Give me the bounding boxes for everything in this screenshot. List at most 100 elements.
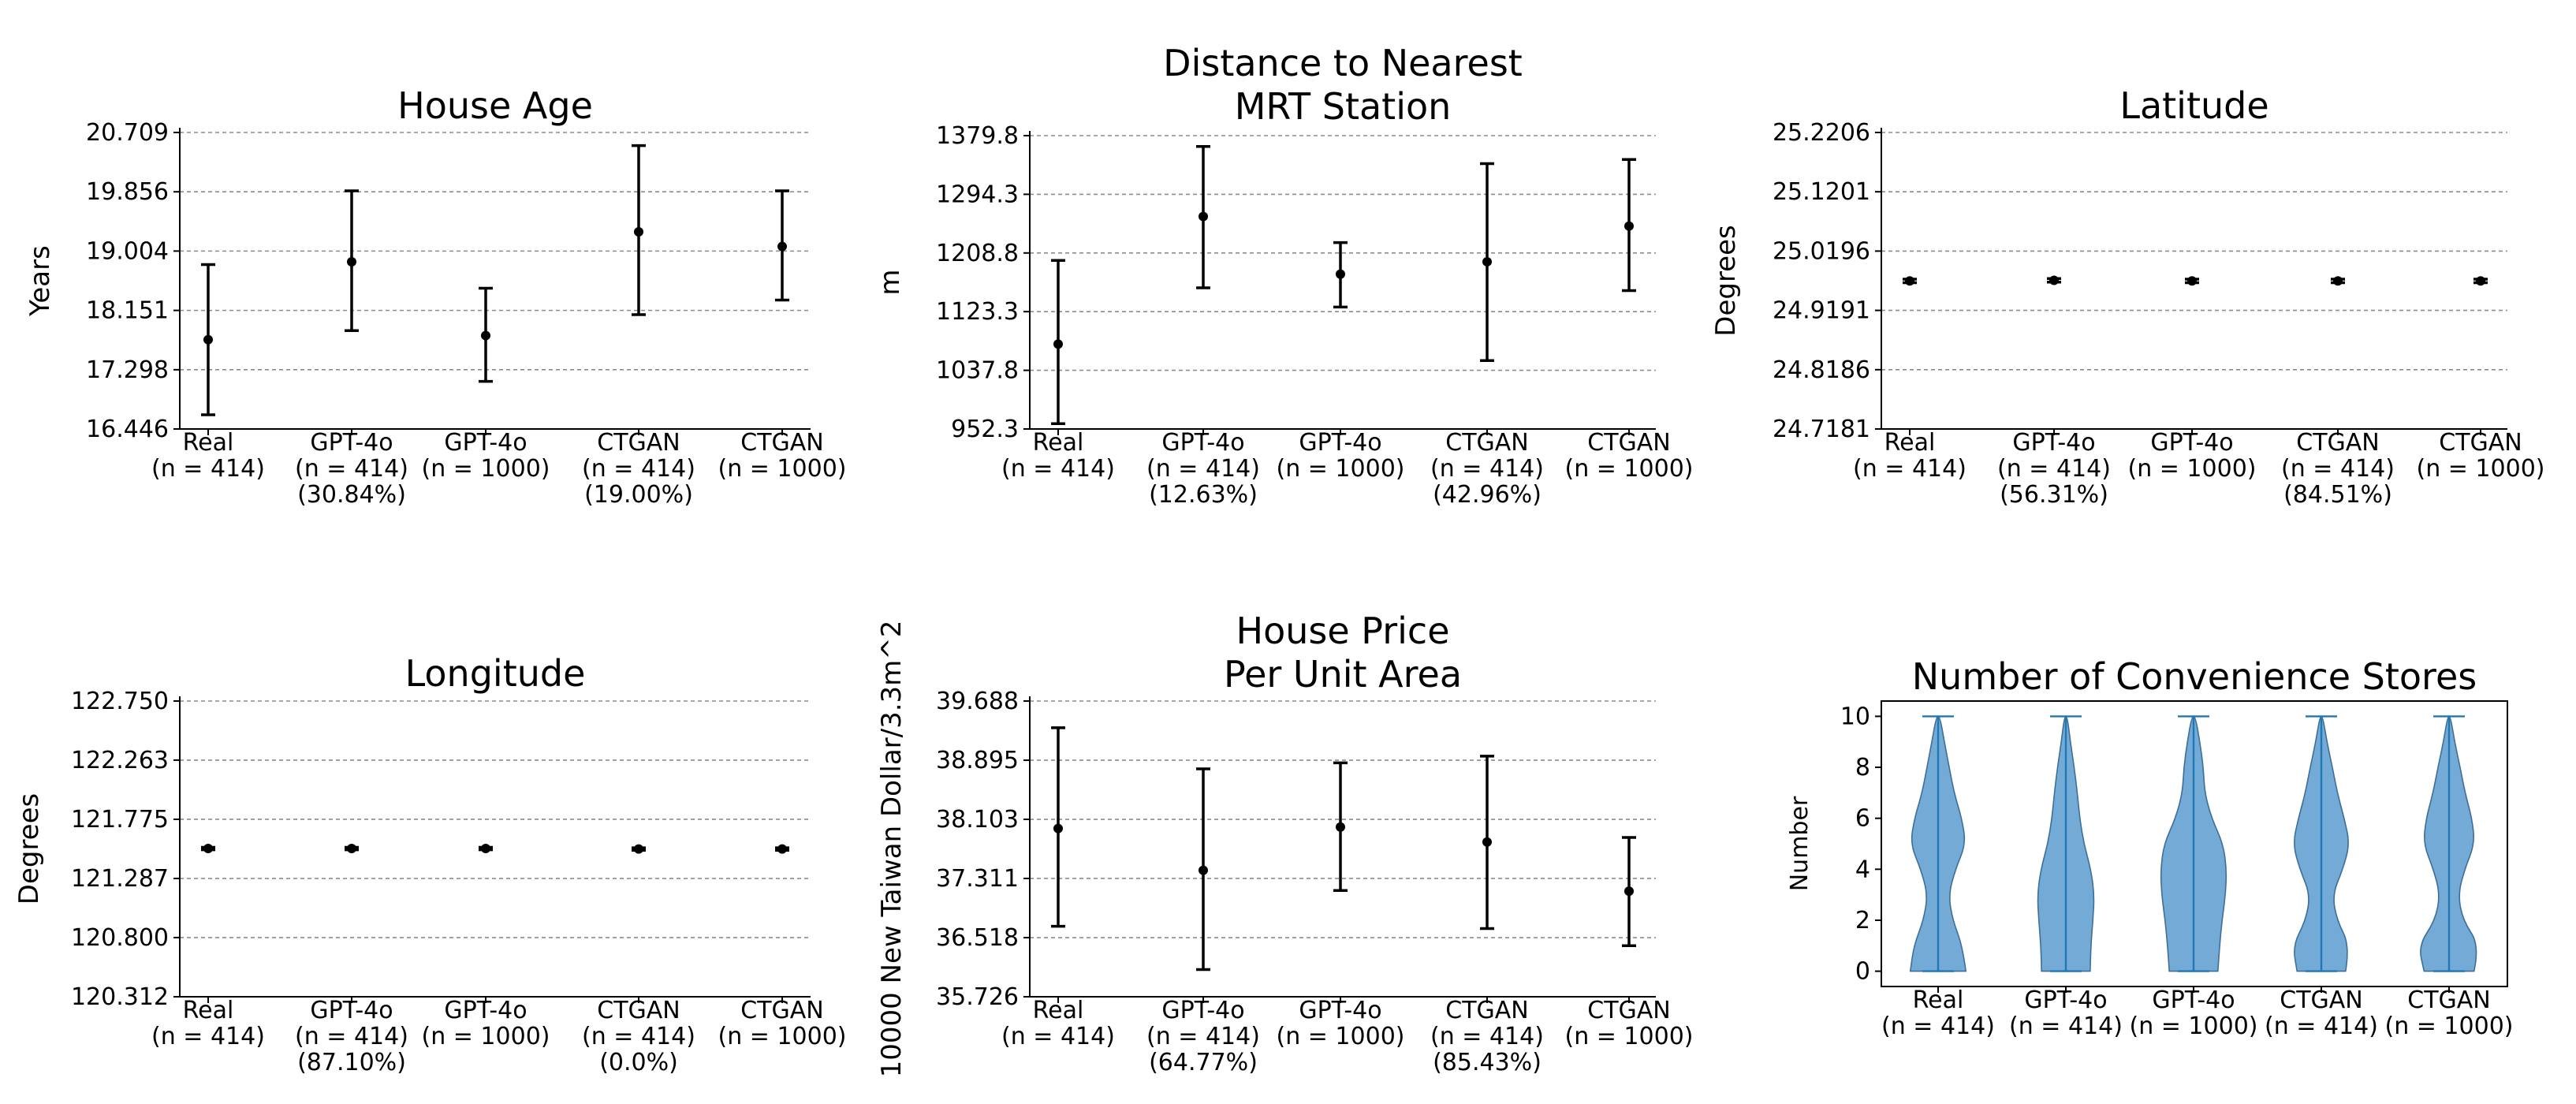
x-tick-label: CTGAN xyxy=(2296,429,2379,457)
x-tick-label: Real xyxy=(1033,997,1084,1024)
x-tick-label: GPT-4o xyxy=(1161,997,1244,1024)
y-tick-label: 25.0196 xyxy=(1773,237,1870,265)
errorbar-point xyxy=(1333,761,1348,892)
x-tick-label: (n = 1000) xyxy=(422,455,550,483)
y-tick-label: 1294.3 xyxy=(936,181,1019,208)
x-tick-label: GPT-4o xyxy=(1161,429,1244,457)
errorbar-point xyxy=(201,263,215,416)
y-tick-label: 0 xyxy=(1855,958,1870,986)
errorbar-point xyxy=(775,189,789,302)
chart-title: House Price xyxy=(1236,610,1450,652)
chart-title: MRT Station xyxy=(1235,85,1452,128)
x-tick-label: (n = 414) xyxy=(1853,455,1966,483)
errorbar-point xyxy=(345,189,359,333)
x-tick-label: (n = 414) xyxy=(1001,1023,1115,1050)
mean-marker xyxy=(1053,339,1063,349)
x-tick-label: CTGAN xyxy=(1587,997,1670,1024)
y-axis-label: Degrees xyxy=(13,793,45,904)
chart-title: Per Unit Area xyxy=(1224,653,1462,696)
x-tick-label: Real xyxy=(183,429,234,457)
mean-marker xyxy=(777,241,787,252)
x-tick-label: GPT-4o xyxy=(310,997,393,1024)
mean-marker xyxy=(481,330,490,341)
x-tick-label: GPT-4o xyxy=(310,429,393,457)
x-tick-label: GPT-4o xyxy=(2152,987,2235,1014)
x-tick-label: (n = 414) xyxy=(151,1023,265,1050)
y-tick-label: 18.151 xyxy=(86,297,169,325)
y-tick-label: 4 xyxy=(1855,856,1870,883)
y-tick-label: 39.688 xyxy=(936,688,1019,715)
x-tick-label: (n = 414) xyxy=(1430,1023,1544,1050)
x-tick-label: Real xyxy=(1884,429,1936,457)
mean-marker xyxy=(2476,276,2485,286)
y-tick-label: 6 xyxy=(1855,805,1870,833)
x-tick-label: (n = 1000) xyxy=(2417,455,2545,483)
x-tick-label: GPT-4o xyxy=(444,429,527,457)
chart-title: Number of Convenience Stores xyxy=(1912,655,2477,698)
y-tick-label: 1037.8 xyxy=(936,357,1019,385)
x-tick-label: (n = 414) xyxy=(2281,455,2395,483)
x-tick-label: (64.77%) xyxy=(1149,1049,1258,1076)
y-tick-label: 121.775 xyxy=(71,806,169,834)
x-tick-label: CTGAN xyxy=(740,997,823,1024)
x-tick-label: CTGAN xyxy=(597,997,680,1024)
x-tick-label: (n = 414) xyxy=(582,1023,695,1050)
x-tick-label: CTGAN xyxy=(1587,429,1670,457)
chart-3: Latitude Degrees 24.7181 24.8186 24.9191 25.0… xyxy=(1710,84,2544,509)
errorbar-point xyxy=(1622,836,1636,948)
y-tick-label: 24.7181 xyxy=(1773,416,1870,443)
x-tick-label: (19.00%) xyxy=(584,481,693,509)
mean-marker xyxy=(1624,886,1634,897)
x-tick-label: CTGAN xyxy=(1445,997,1528,1024)
mean-marker xyxy=(1199,865,1208,875)
x-tick-label: (84.51%) xyxy=(2283,481,2392,509)
x-tick-label: GPT-4o xyxy=(2150,429,2233,457)
chart-6: Number of Convenience Stores Number 0 2 4 6 8 1… xyxy=(1786,655,2513,1040)
mean-marker xyxy=(1624,221,1634,231)
chart-4: Longitude Degrees 120.312 120.800 121.287 121… xyxy=(13,652,846,1076)
x-tick-label: (n = 414) xyxy=(1001,455,1115,483)
y-tick-label: 19.856 xyxy=(86,178,169,206)
y-tick-label: 122.263 xyxy=(71,747,169,774)
y-tick-label: 24.9191 xyxy=(1773,297,1870,325)
mean-marker xyxy=(2187,276,2197,286)
x-tick-label: (n = 1000) xyxy=(1277,455,1405,483)
errorbar-point xyxy=(201,844,215,854)
x-tick-label: (n = 1000) xyxy=(718,455,847,483)
mean-marker xyxy=(2333,276,2343,286)
y-tick-label: 25.2206 xyxy=(1773,119,1870,147)
errorbar-point xyxy=(1903,276,1917,286)
x-tick-label: (n = 414) xyxy=(582,455,695,483)
chart-title: Distance to Nearest xyxy=(1163,42,1523,84)
mean-marker xyxy=(347,844,356,854)
y-axis-label: Degrees xyxy=(1710,225,1742,336)
y-tick-label: 35.726 xyxy=(936,983,1019,1011)
x-tick-label: CTGAN xyxy=(1445,429,1528,457)
x-tick-label: (n = 414) xyxy=(295,1023,408,1050)
x-tick-label: (n = 414) xyxy=(295,455,408,483)
errorbar-point xyxy=(1480,755,1494,931)
x-tick-label: (n = 1000) xyxy=(2128,455,2257,483)
y-tick-label: 1123.3 xyxy=(936,298,1019,326)
y-tick-label: 1379.8 xyxy=(936,122,1019,150)
mean-marker xyxy=(1336,822,1345,832)
y-tick-label: 38.895 xyxy=(936,747,1019,774)
y-tick-label: 2 xyxy=(1855,907,1870,934)
mean-marker xyxy=(1482,256,1492,267)
mean-marker xyxy=(1482,837,1492,847)
x-tick-label: (56.31%) xyxy=(2000,481,2108,509)
y-tick-label: 37.311 xyxy=(936,865,1019,893)
chart-title: Latitude xyxy=(2119,84,2268,127)
y-tick-label: 19.004 xyxy=(86,237,169,265)
x-tick-label: (30.84%) xyxy=(297,481,406,509)
errorbar-point xyxy=(632,144,646,316)
y-tick-label: 121.287 xyxy=(71,865,169,893)
errorbar-point xyxy=(2047,275,2061,285)
y-tick-label: 16.446 xyxy=(86,416,169,443)
mean-marker xyxy=(1199,211,1208,222)
errorbar-point xyxy=(479,844,493,854)
y-tick-label: 20.709 xyxy=(86,119,169,147)
